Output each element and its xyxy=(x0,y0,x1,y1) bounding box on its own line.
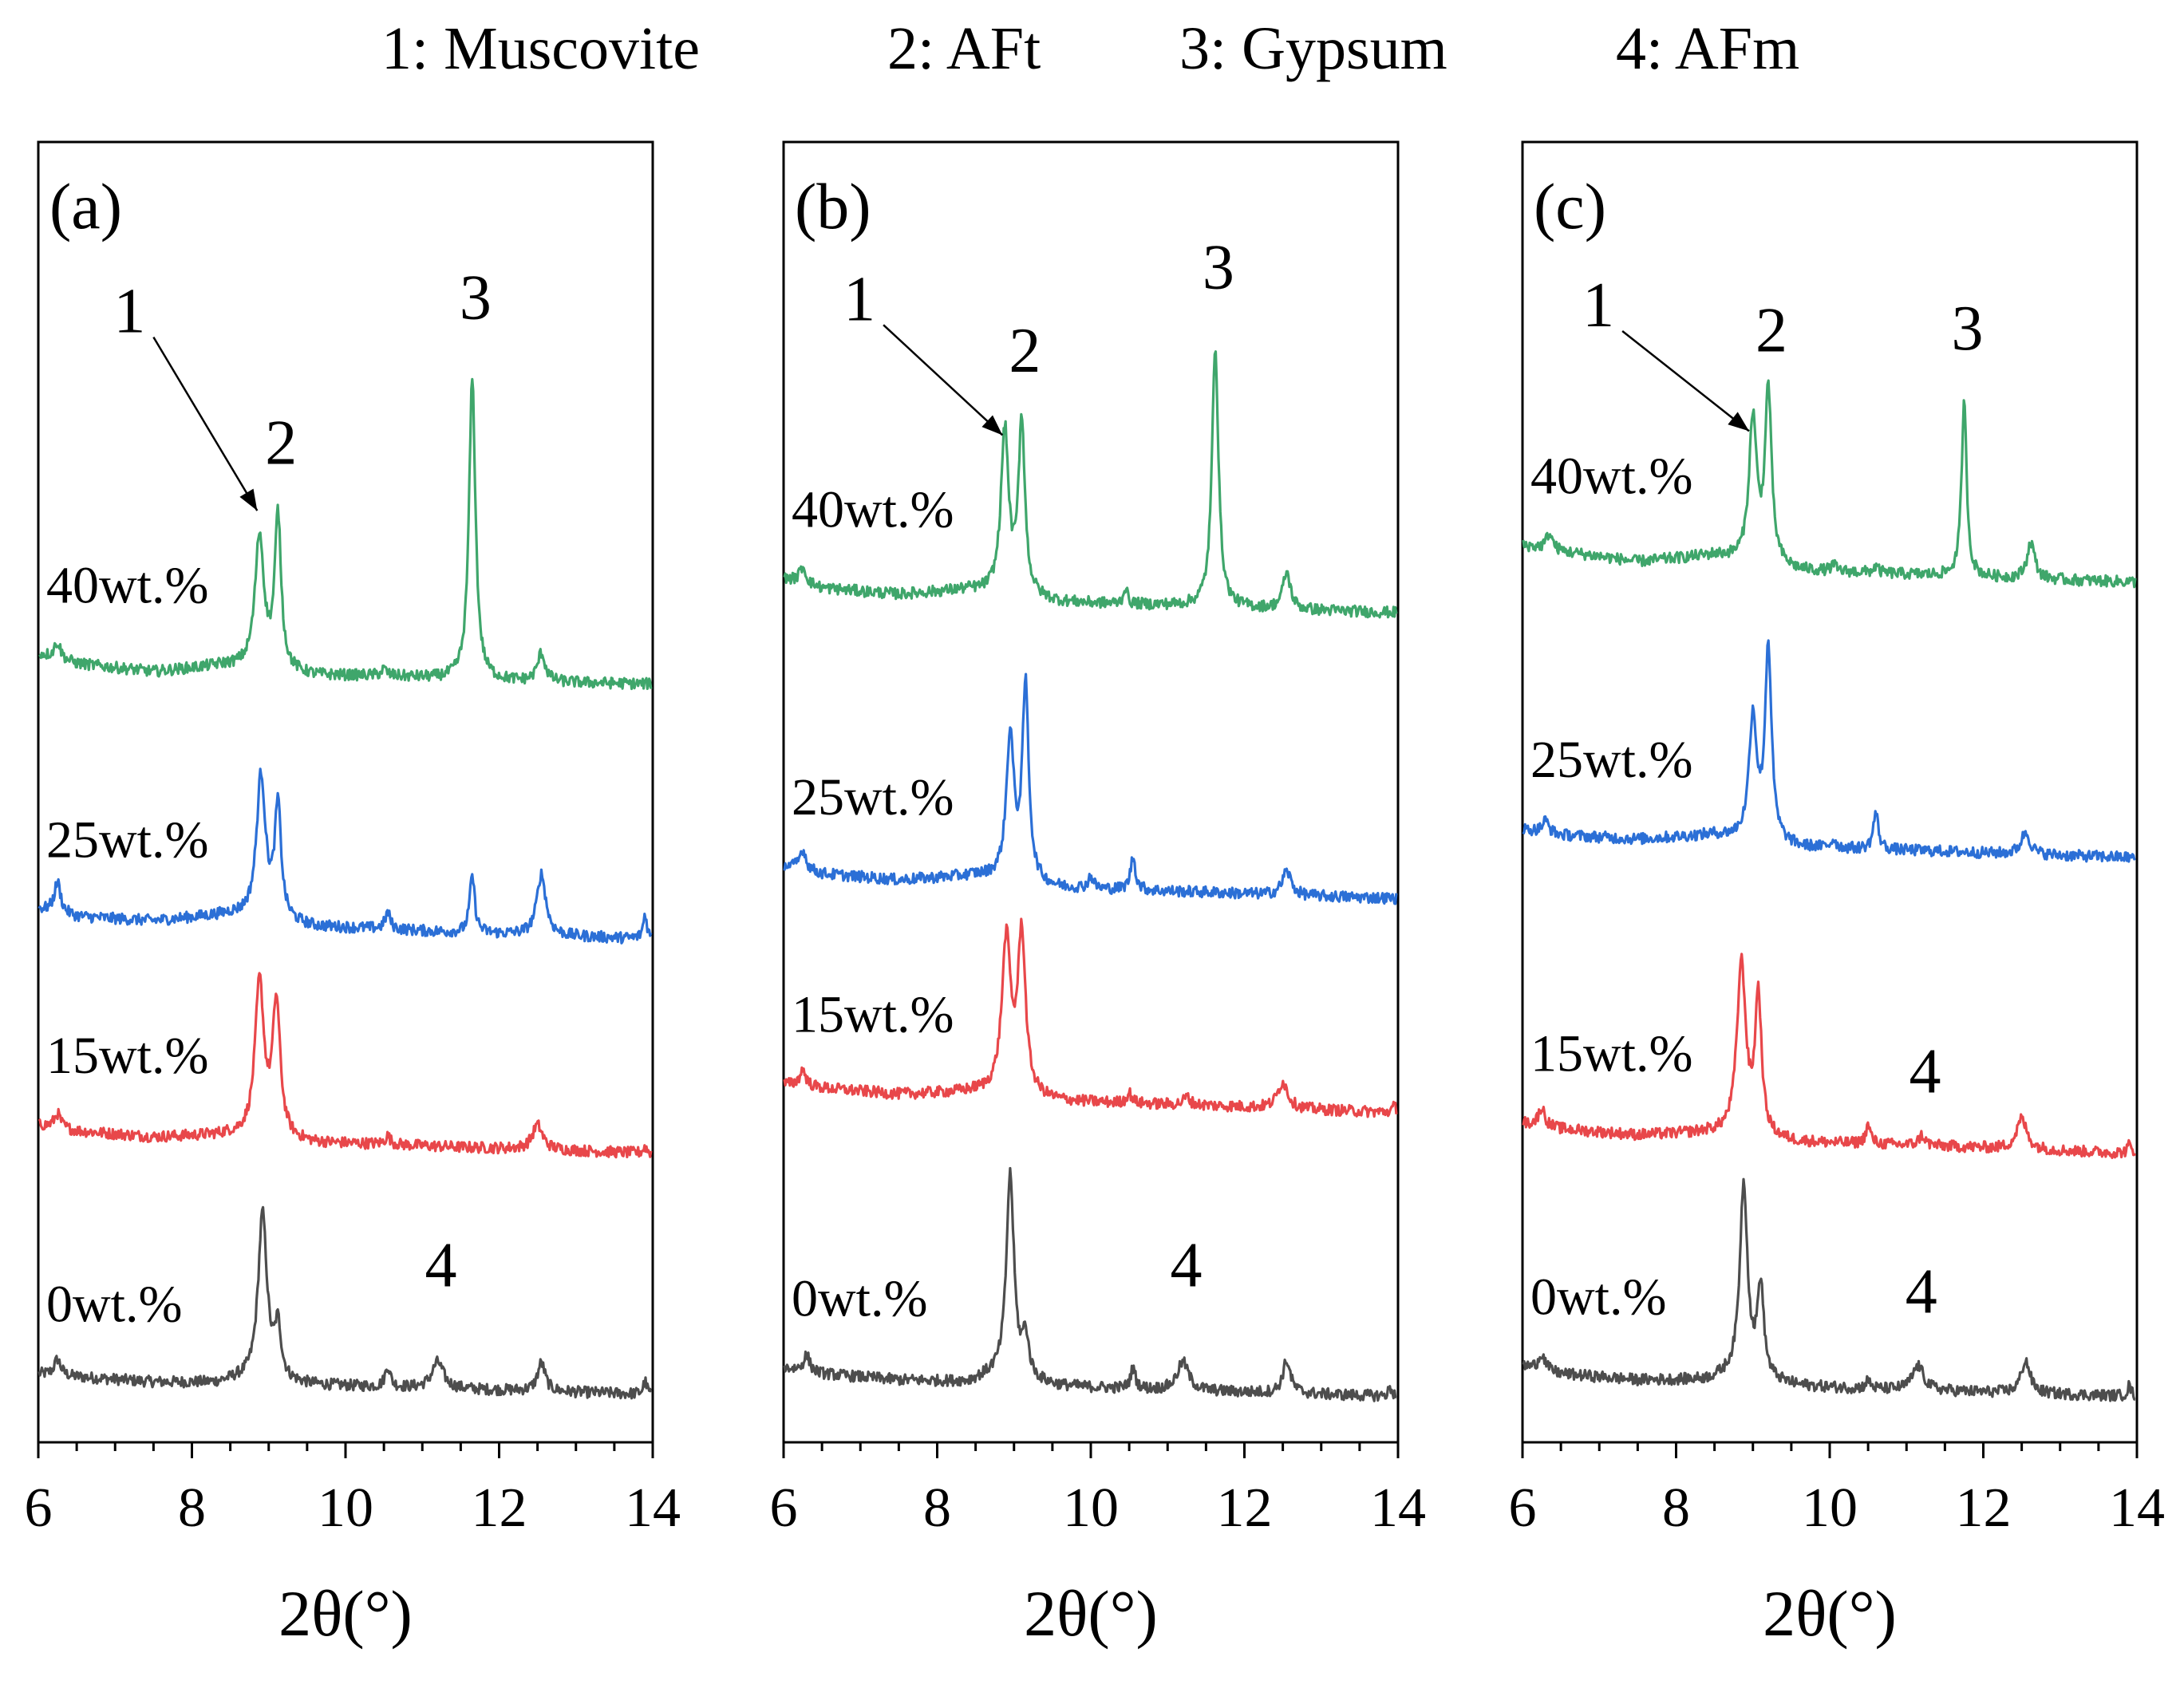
series-label: 40wt.% xyxy=(46,556,208,614)
series-label: 40wt.% xyxy=(792,481,954,539)
series-label: 25wt.% xyxy=(792,768,954,826)
annotation-arrow-head xyxy=(981,415,1003,436)
peak-label-2: 2 xyxy=(265,408,297,478)
x-axis-label: 2θ(°) xyxy=(278,1577,413,1650)
series-line-40wt xyxy=(38,377,653,691)
series-label: 25wt.% xyxy=(46,811,208,870)
x-tick-label: 10 xyxy=(318,1477,373,1539)
panel-label: (c) xyxy=(1534,170,1606,243)
legend-item-aft: 2: AFt xyxy=(887,15,1041,82)
annotation-arrow-line xyxy=(152,337,259,511)
series-label: 15wt.% xyxy=(1530,1025,1692,1083)
series-line-15wt xyxy=(38,972,653,1159)
peak-label-4: 4 xyxy=(1171,1230,1203,1300)
series-line-40wt xyxy=(783,350,1398,619)
peak-label-3: 3 xyxy=(1951,294,1983,364)
series-line-40wt xyxy=(1522,379,2137,589)
annotation-arrow-head xyxy=(1728,412,1749,432)
series-line-25wt xyxy=(38,767,653,945)
x-tick-label: 6 xyxy=(1509,1477,1537,1539)
x-tick-label: 8 xyxy=(923,1477,951,1539)
peak-label-3: 3 xyxy=(1203,232,1234,302)
peak-label-2: 2 xyxy=(1755,296,1787,366)
panel-a: (a)6 8 10 12 142θ(°)0wt.%415wt.%25wt.%40wt.%… xyxy=(25,140,681,1650)
x-tick-label: 12 xyxy=(1217,1477,1273,1539)
x-tick-label: 10 xyxy=(1063,1477,1119,1539)
x-tick-label: 6 xyxy=(770,1477,798,1539)
series-line-0wt xyxy=(1522,1177,2136,1402)
x-tick-label: 10 xyxy=(1802,1477,1858,1539)
x-tick-label: 14 xyxy=(625,1477,681,1539)
x-axis-label: 2θ(°) xyxy=(1024,1577,1158,1650)
panel-label: (a) xyxy=(49,170,122,243)
plot-frame xyxy=(1521,140,2139,1444)
series-line-0wt xyxy=(38,1205,653,1400)
series-label: 25wt.% xyxy=(1530,731,1692,789)
x-axis-label: 2θ(°) xyxy=(1763,1577,1897,1650)
series-label: 15wt.% xyxy=(792,986,954,1044)
legend: 1: Muscovite 2: AFt 3: Gypsum 4: AFm xyxy=(0,6,2184,94)
x-tick-label: 14 xyxy=(2109,1477,2165,1539)
x-tick-label: 6 xyxy=(25,1477,53,1539)
series-label: 0wt.% xyxy=(1530,1268,1666,1327)
peak-label-2: 2 xyxy=(1009,316,1041,386)
series-label: 0wt.% xyxy=(46,1276,182,1334)
series-line-0wt xyxy=(783,1166,1397,1402)
legend-item-afm: 4: AFm xyxy=(1616,15,1800,82)
series-line-25wt xyxy=(1522,639,2136,863)
x-tick-label: 12 xyxy=(472,1477,527,1539)
peak-label-4: 4 xyxy=(1906,1257,1937,1327)
legend-item-gypsum: 3: Gypsum xyxy=(1179,15,1447,82)
annotation-arrow-line xyxy=(883,324,1004,436)
x-tick-label: 8 xyxy=(1662,1477,1690,1539)
series-label: 0wt.% xyxy=(792,1270,927,1328)
series-line-15wt xyxy=(783,917,1398,1118)
peak-label-4: 4 xyxy=(425,1230,457,1300)
annotation-label: 1 xyxy=(1582,270,1614,341)
series-line-25wt xyxy=(783,672,1398,905)
peak-label-3: 3 xyxy=(460,263,492,333)
annotation-label: 1 xyxy=(843,264,875,334)
x-tick-label: 14 xyxy=(1370,1477,1426,1539)
panel-label: (b) xyxy=(795,170,871,243)
series-label: 40wt.% xyxy=(1530,448,1692,506)
annotation-arrow-head xyxy=(239,488,258,511)
x-tick-label: 8 xyxy=(178,1477,206,1539)
peak-label-4: 4 xyxy=(1910,1036,1941,1106)
x-tick-label: 12 xyxy=(1956,1477,2012,1539)
series-line-15wt xyxy=(1522,952,2137,1159)
legend-item-muscovite: 1: Muscovite xyxy=(381,15,700,82)
annotation-label: 1 xyxy=(113,277,145,347)
series-label: 15wt.% xyxy=(46,1027,208,1085)
annotation-arrow-line xyxy=(1621,330,1750,432)
